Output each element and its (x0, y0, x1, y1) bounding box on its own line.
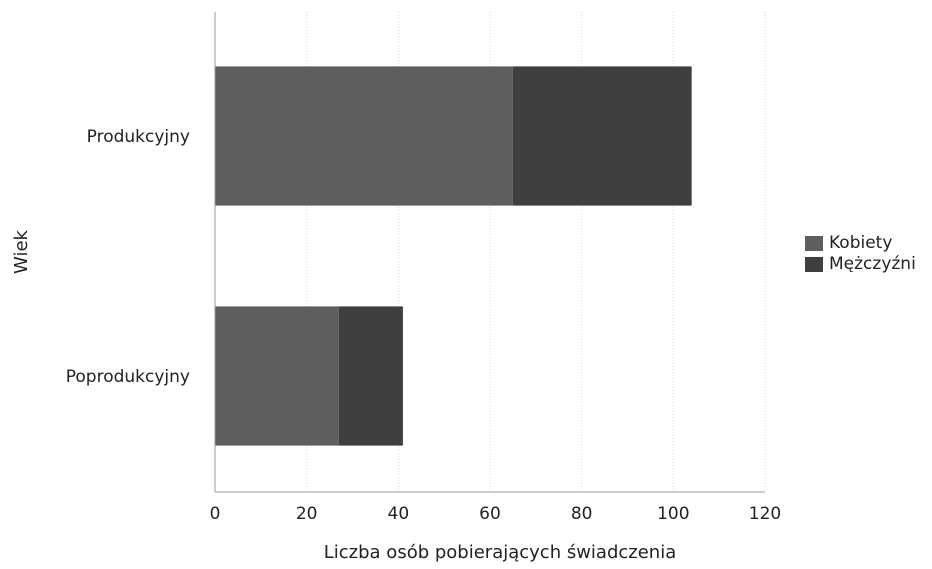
category-label: Poprodukcyjny (66, 367, 190, 387)
x-tick-label: 100 (657, 504, 689, 524)
legend-swatch-kobiety (805, 236, 823, 251)
legend-item-mezczyzni: Mężczyźni (805, 254, 916, 275)
legend-item-kobiety: Kobiety (805, 233, 916, 254)
y-axis-title: Wiek (11, 229, 32, 273)
x-tick-label: 20 (296, 504, 318, 524)
x-axis-title: Liczba osób pobierających świadczenia (324, 542, 677, 563)
x-tick-label: 80 (571, 504, 593, 524)
legend-label-mezczyzni: Mężczyźni (829, 254, 916, 274)
bar-mężczyźni-poprodukcyjny (338, 306, 403, 446)
x-tick-label: 120 (749, 504, 781, 524)
x-tick-label: 40 (388, 504, 410, 524)
bars (215, 66, 692, 446)
bar-mężczyźni-produkcyjny (512, 66, 692, 206)
x-tick-labels: 0 20 40 60 80 100 120 (210, 504, 782, 524)
legend: Kobiety Mężczyźni (805, 233, 916, 275)
legend-swatch-mezczyzni (805, 257, 823, 272)
x-tick-label: 0 (210, 504, 221, 524)
bar-kobiety-poprodukcyjny (215, 306, 339, 446)
x-tick-label: 60 (479, 504, 501, 524)
category-label: Produkcyjny (87, 127, 190, 147)
legend-label-kobiety: Kobiety (829, 233, 893, 253)
bar-kobiety-produkcyjny (215, 66, 513, 206)
category-labels: Produkcyjny Poprodukcyjny (66, 127, 190, 387)
